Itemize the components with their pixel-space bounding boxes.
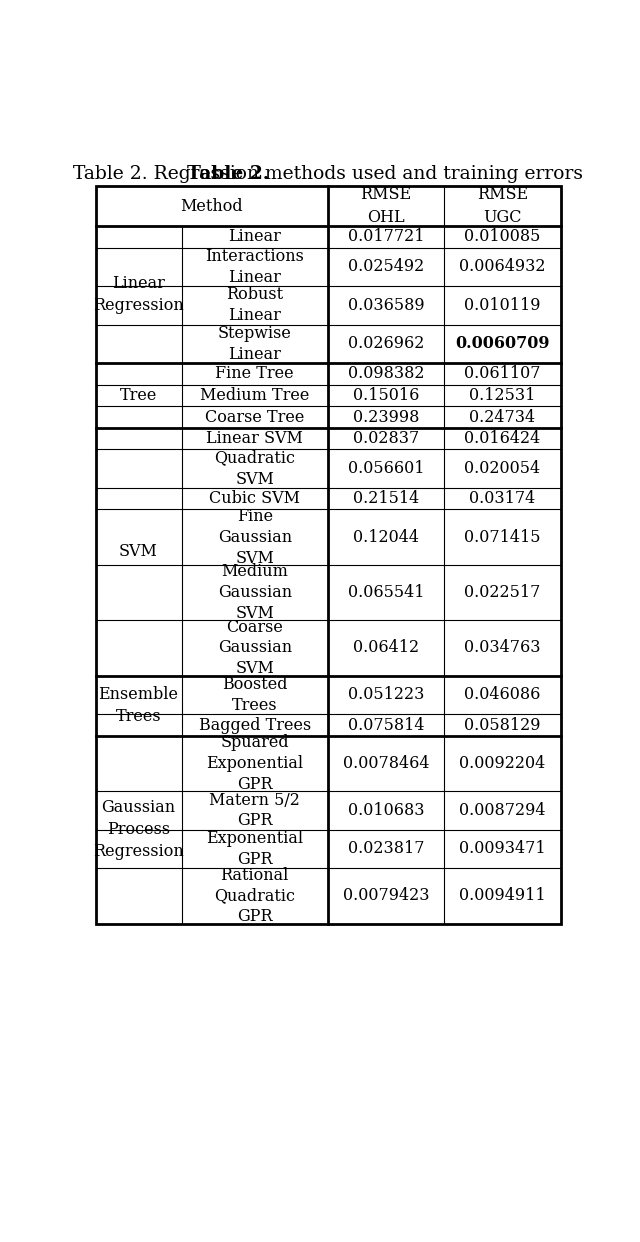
Text: Medium
Gaussian
SVM: Medium Gaussian SVM	[218, 563, 292, 622]
Text: Robust
Linear: Robust Linear	[226, 287, 284, 324]
Text: Spuared
Exponential
GPR: Spuared Exponential GPR	[206, 734, 303, 792]
Text: 0.036589: 0.036589	[348, 297, 424, 314]
Text: 0.0060709: 0.0060709	[455, 335, 550, 353]
Text: 0.016424: 0.016424	[464, 430, 541, 447]
Text: Linear
Regression: Linear Regression	[93, 274, 184, 314]
Text: 0.065541: 0.065541	[348, 584, 424, 601]
Text: 0.046086: 0.046086	[464, 687, 541, 703]
Text: Matern 5/2
GPR: Matern 5/2 GPR	[209, 791, 300, 830]
Text: Table 2. Regression methods used and training errors: Table 2. Regression methods used and tra…	[73, 165, 583, 184]
Text: 0.010119: 0.010119	[464, 297, 541, 314]
Text: Gaussian
Process
Regression: Gaussian Process Regression	[93, 799, 184, 861]
Text: 0.025492: 0.025492	[348, 258, 424, 276]
Text: Bagged Trees: Bagged Trees	[198, 717, 311, 734]
Text: 0.0092204: 0.0092204	[460, 755, 545, 773]
Text: 0.010683: 0.010683	[348, 802, 424, 818]
Text: Rational
Quadratic
GPR: Rational Quadratic GPR	[214, 867, 295, 925]
Text: Cubic SVM: Cubic SVM	[209, 491, 300, 507]
Text: 0.026962: 0.026962	[348, 335, 424, 353]
Text: 0.056601: 0.056601	[348, 460, 424, 477]
Text: 0.03174: 0.03174	[469, 491, 536, 507]
Text: 0.034763: 0.034763	[464, 640, 541, 657]
Text: Interactions
Linear: Interactions Linear	[205, 248, 304, 286]
Text: 0.071415: 0.071415	[464, 529, 541, 545]
Text: 0.0094911: 0.0094911	[459, 888, 546, 904]
Text: 0.023817: 0.023817	[348, 841, 424, 857]
Text: SVM: SVM	[119, 543, 158, 560]
Text: 0.12531: 0.12531	[469, 388, 536, 404]
Text: Linear: Linear	[228, 229, 281, 246]
Text: 0.058129: 0.058129	[464, 717, 541, 734]
Text: 0.010085: 0.010085	[464, 229, 541, 246]
Text: 0.098382: 0.098382	[348, 365, 424, 383]
Text: Stepwise
Linear: Stepwise Linear	[218, 325, 292, 363]
Text: Fine
Gaussian
SVM: Fine Gaussian SVM	[218, 508, 292, 566]
Text: 0.15016: 0.15016	[353, 388, 419, 404]
Text: Exponential
GPR: Exponential GPR	[206, 830, 303, 868]
Text: Tree: Tree	[120, 388, 157, 404]
Text: Medium Tree: Medium Tree	[200, 388, 310, 404]
Text: Fine Tree: Fine Tree	[216, 365, 294, 383]
Text: Table 2. Regression methods used and training errors: Table 2. Regression methods used and tra…	[73, 164, 583, 183]
Text: 0.23998: 0.23998	[353, 409, 419, 426]
Text: 0.017721: 0.017721	[348, 229, 424, 246]
Bar	[95, 186, 561, 924]
Text: 0.022517: 0.022517	[464, 584, 541, 601]
Text: RMSE
UGC: RMSE UGC	[477, 186, 528, 226]
Text: Boosted
Trees: Boosted Trees	[222, 676, 287, 714]
Text: 0.0078464: 0.0078464	[343, 755, 429, 773]
Text: Ensemble
Trees: Ensemble Trees	[99, 686, 179, 725]
Text: 0.24734: 0.24734	[469, 409, 536, 426]
Text: Linear SVM: Linear SVM	[206, 430, 303, 447]
Text: 0.075814: 0.075814	[348, 717, 424, 734]
Text: 0.0093471: 0.0093471	[459, 841, 546, 857]
Text: 0.21514: 0.21514	[353, 491, 419, 507]
Text: Coarse
Gaussian
SVM: Coarse Gaussian SVM	[218, 619, 292, 677]
Text: 0.06412: 0.06412	[353, 640, 419, 657]
Text: 0.0079423: 0.0079423	[343, 888, 429, 904]
Text: Table 2.: Table 2.	[188, 165, 269, 184]
Text: 0.0087294: 0.0087294	[459, 802, 546, 818]
Text: 0.020054: 0.020054	[464, 460, 540, 477]
Text: Method: Method	[180, 197, 243, 215]
Text: Coarse Tree: Coarse Tree	[205, 409, 305, 426]
Text: 0.12044: 0.12044	[353, 529, 419, 545]
Text: 0.02837: 0.02837	[353, 430, 419, 447]
Text: 0.051223: 0.051223	[348, 687, 424, 703]
Text: 0.061107: 0.061107	[464, 365, 541, 383]
Text: Quadratic
SVM: Quadratic SVM	[214, 450, 295, 488]
Text: RMSE
OHL: RMSE OHL	[360, 186, 412, 226]
Text: 0.0064932: 0.0064932	[459, 258, 546, 276]
